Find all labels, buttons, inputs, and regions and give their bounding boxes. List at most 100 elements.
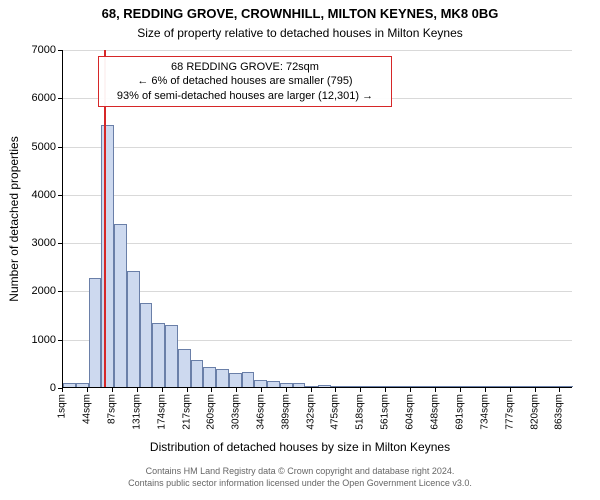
chart-footer: Contains HM Land Registry data © Crown c… (0, 466, 600, 489)
histogram-bar (446, 386, 459, 387)
histogram-bar (152, 323, 165, 387)
x-axis-label: Distribution of detached houses by size … (0, 440, 600, 454)
histogram-bar (484, 386, 497, 387)
x-tick-mark (311, 388, 312, 392)
gridline (63, 243, 572, 244)
histogram-bar (420, 386, 433, 387)
histogram-bar (497, 386, 510, 387)
y-tick-label: 5000 (16, 141, 56, 153)
histogram-bar (216, 369, 229, 387)
y-tick-label: 4000 (16, 189, 56, 201)
annotation-box: 68 REDDING GROVE: 72sqm ← 6% of detached… (98, 56, 392, 107)
histogram-bar (280, 383, 293, 387)
x-tick-mark (62, 388, 63, 392)
x-tick-mark (137, 388, 138, 392)
footer-line-1: Contains HM Land Registry data © Crown c… (0, 466, 600, 478)
x-tick-label: 604sqm (404, 394, 415, 430)
histogram-bar (165, 325, 178, 387)
x-tick-mark (410, 388, 411, 392)
y-tick-label: 1000 (16, 334, 56, 346)
x-tick-mark (535, 388, 536, 392)
x-tick-label: 820sqm (529, 394, 540, 430)
gridline (63, 195, 572, 196)
y-axis-label: Number of detached properties (7, 136, 21, 301)
histogram-bar (331, 386, 344, 387)
y-tick-label: 6000 (16, 92, 56, 104)
histogram-bar (548, 386, 561, 387)
x-tick-mark (435, 388, 436, 392)
x-tick-mark (286, 388, 287, 392)
histogram-bar (535, 386, 548, 387)
histogram-bar (242, 372, 255, 387)
x-tick-label: 561sqm (380, 394, 391, 430)
chart-title: 68, REDDING GROVE, CROWNHILL, MILTON KEY… (0, 6, 600, 21)
x-tick-mark (162, 388, 163, 392)
x-tick-mark (485, 388, 486, 392)
x-tick-mark (87, 388, 88, 392)
histogram-bar (369, 386, 382, 387)
x-tick-label: 648sqm (430, 394, 441, 430)
x-tick-mark (360, 388, 361, 392)
x-tick-mark (559, 388, 560, 392)
x-tick-mark (261, 388, 262, 392)
histogram-bar (305, 386, 318, 387)
histogram-bar (76, 383, 89, 387)
footer-line-2: Contains public sector information licen… (0, 478, 600, 490)
histogram-bar (382, 386, 395, 387)
x-tick-label: 475sqm (330, 394, 341, 430)
x-tick-label: 303sqm (231, 394, 242, 430)
histogram-bar (356, 386, 369, 387)
x-tick-mark (385, 388, 386, 392)
histogram-bar (407, 386, 420, 387)
x-tick-mark (335, 388, 336, 392)
histogram-bar (140, 303, 153, 388)
x-tick-mark (211, 388, 212, 392)
histogram-bar (114, 224, 127, 387)
histogram-bar (395, 386, 408, 387)
x-tick-label: 131sqm (132, 394, 143, 430)
x-tick-label: 432sqm (305, 394, 316, 430)
x-tick-label: 260sqm (206, 394, 217, 430)
histogram-bar (560, 386, 573, 387)
histogram-bar (191, 360, 204, 387)
x-tick-mark (236, 388, 237, 392)
y-tick-label: 3000 (16, 237, 56, 249)
x-tick-mark (460, 388, 461, 392)
annotation-line-2: ← 6% of detached houses are smaller (795… (105, 74, 385, 88)
x-tick-label: 217sqm (181, 394, 192, 430)
annotation-line-3: 93% of semi-detached houses are larger (… (105, 89, 385, 103)
x-tick-label: 734sqm (479, 394, 490, 430)
histogram-bar (63, 383, 76, 387)
x-tick-label: 87sqm (106, 394, 117, 424)
histogram-bar (293, 383, 306, 387)
x-tick-mark (510, 388, 511, 392)
x-tick-label: 1sqm (57, 394, 68, 418)
x-tick-mark (187, 388, 188, 392)
histogram-bar (127, 271, 140, 387)
x-tick-label: 863sqm (554, 394, 565, 430)
x-tick-label: 174sqm (156, 394, 167, 430)
y-tick-label: 2000 (16, 285, 56, 297)
x-tick-label: 777sqm (504, 394, 515, 430)
histogram-bar (254, 380, 267, 387)
histogram-bar (229, 373, 242, 387)
histogram-bar (89, 278, 102, 387)
histogram-bar (458, 386, 471, 387)
histogram-bar (318, 385, 331, 387)
x-tick-label: 691sqm (455, 394, 466, 430)
x-tick-label: 44sqm (81, 394, 92, 424)
gridline (63, 147, 572, 148)
y-tick-label: 0 (16, 382, 56, 394)
histogram-bar (522, 386, 535, 387)
histogram-bar (203, 367, 216, 387)
gridline (63, 50, 572, 51)
property-size-chart: 68, REDDING GROVE, CROWNHILL, MILTON KEY… (0, 0, 600, 500)
histogram-bar (471, 386, 484, 387)
histogram-bar (433, 386, 446, 387)
y-tick-label: 7000 (16, 44, 56, 56)
x-tick-label: 389sqm (280, 394, 291, 430)
x-tick-mark (112, 388, 113, 392)
annotation-line-1: 68 REDDING GROVE: 72sqm (105, 60, 385, 74)
histogram-bar (267, 381, 280, 387)
histogram-bar (344, 386, 357, 387)
